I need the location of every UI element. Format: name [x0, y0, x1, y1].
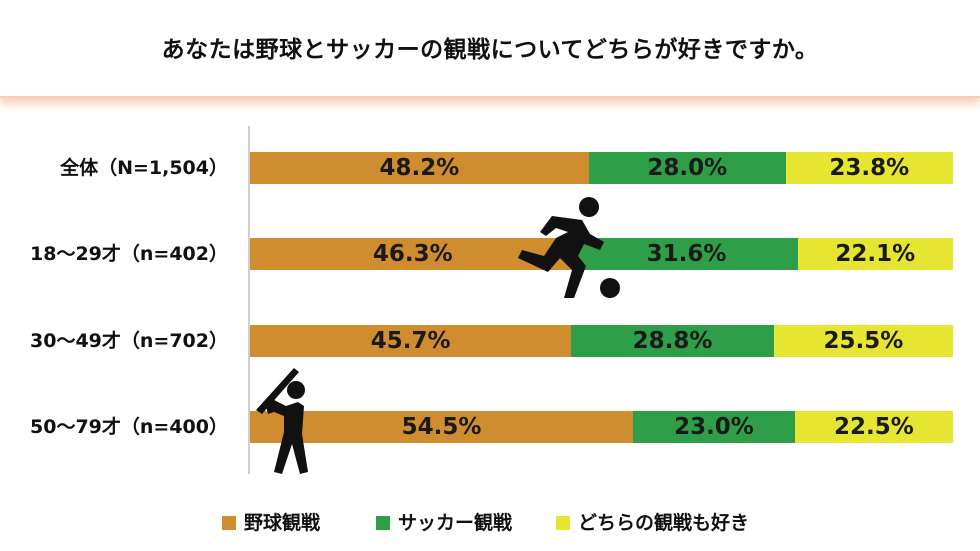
baseball-batter-icon	[256, 368, 308, 474]
data-label-soccer: 23.0%	[674, 414, 754, 440]
data-label-both: 22.1%	[835, 241, 916, 267]
bar-segment-soccer	[588, 152, 786, 184]
bar-segment-soccer	[575, 238, 798, 270]
bar-segment-soccer	[571, 325, 774, 357]
bar-segment-baseball	[250, 411, 634, 443]
data-label-both: 23.8%	[829, 155, 910, 181]
data-label-both: 25.5%	[823, 328, 904, 354]
category-label: 全体（N=1,504）	[60, 157, 228, 179]
chart-title: あなたは野球とサッカーの観戦についてどちらが好きですか。	[161, 37, 819, 63]
legend-swatch-soccer	[376, 516, 390, 530]
bar-segment-both	[773, 325, 953, 357]
bar-segment-both	[785, 152, 953, 184]
bar-segment-baseball	[250, 325, 572, 357]
data-label-baseball: 48.2%	[379, 155, 460, 181]
category-label: 50～79才（n=400）	[30, 416, 228, 438]
legend-swatch-baseball	[222, 516, 236, 530]
legend-label-both: どちらの観戦も好き	[578, 512, 750, 534]
data-label-soccer: 28.8%	[632, 328, 713, 354]
legend-label-baseball: 野球観戦	[244, 512, 321, 534]
header-banner: あなたは野球とサッカーの観戦についてどちらが好きですか。	[0, 0, 980, 98]
soccer-player-icon	[518, 197, 620, 298]
category-label: 18～29才（n=402）	[30, 243, 228, 265]
legend: 野球観戦 サッカー観戦 どちらの観戦も好き	[0, 502, 980, 542]
bar-segment-both	[794, 411, 953, 443]
bar-segment-baseball	[250, 152, 589, 184]
data-label-baseball: 46.3%	[372, 241, 453, 267]
data-label-soccer: 28.0%	[647, 155, 728, 181]
legend-swatch-both	[556, 516, 570, 530]
bar-segment-both	[797, 238, 953, 270]
data-label-soccer: 31.6%	[646, 241, 727, 267]
data-label-baseball: 45.7%	[370, 328, 451, 354]
data-label-baseball: 54.5%	[401, 414, 482, 440]
bar-segment-soccer	[633, 411, 795, 443]
data-label-both: 22.5%	[834, 414, 914, 440]
category-axis-line	[248, 126, 250, 474]
category-label: 30～49才（n=702）	[30, 330, 228, 352]
plot-area: 全体（N=1,504） 48.2% 28.0% 23.8% 18～29才（n=402） 4…	[0, 96, 980, 496]
legend-label-soccer: サッカー観戦	[398, 512, 513, 534]
